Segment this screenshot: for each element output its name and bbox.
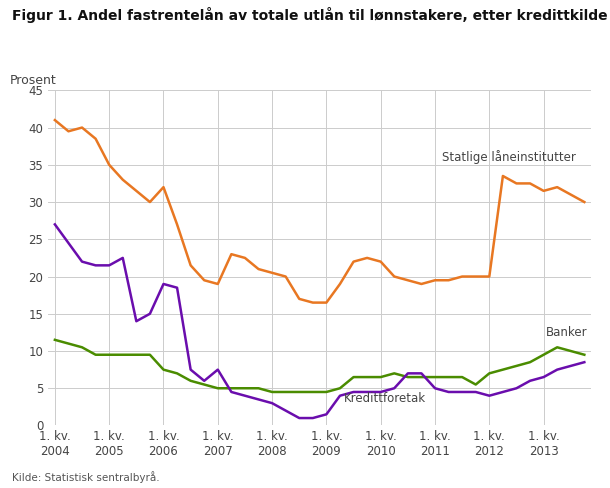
Text: Kredittforetak: Kredittforetak	[344, 392, 426, 405]
Text: Banker: Banker	[547, 326, 588, 339]
Text: Figur 1. Andel fastrentelån av totale utlån til lønnstakere, etter kredittkilde: Figur 1. Andel fastrentelån av totale ut…	[12, 7, 608, 23]
Text: Prosent: Prosent	[10, 74, 57, 87]
Text: Statlige låneinstitutter: Statlige låneinstitutter	[442, 150, 576, 164]
Text: Kilde: Statistisk sentralbyrå.: Kilde: Statistisk sentralbyrå.	[12, 471, 160, 483]
